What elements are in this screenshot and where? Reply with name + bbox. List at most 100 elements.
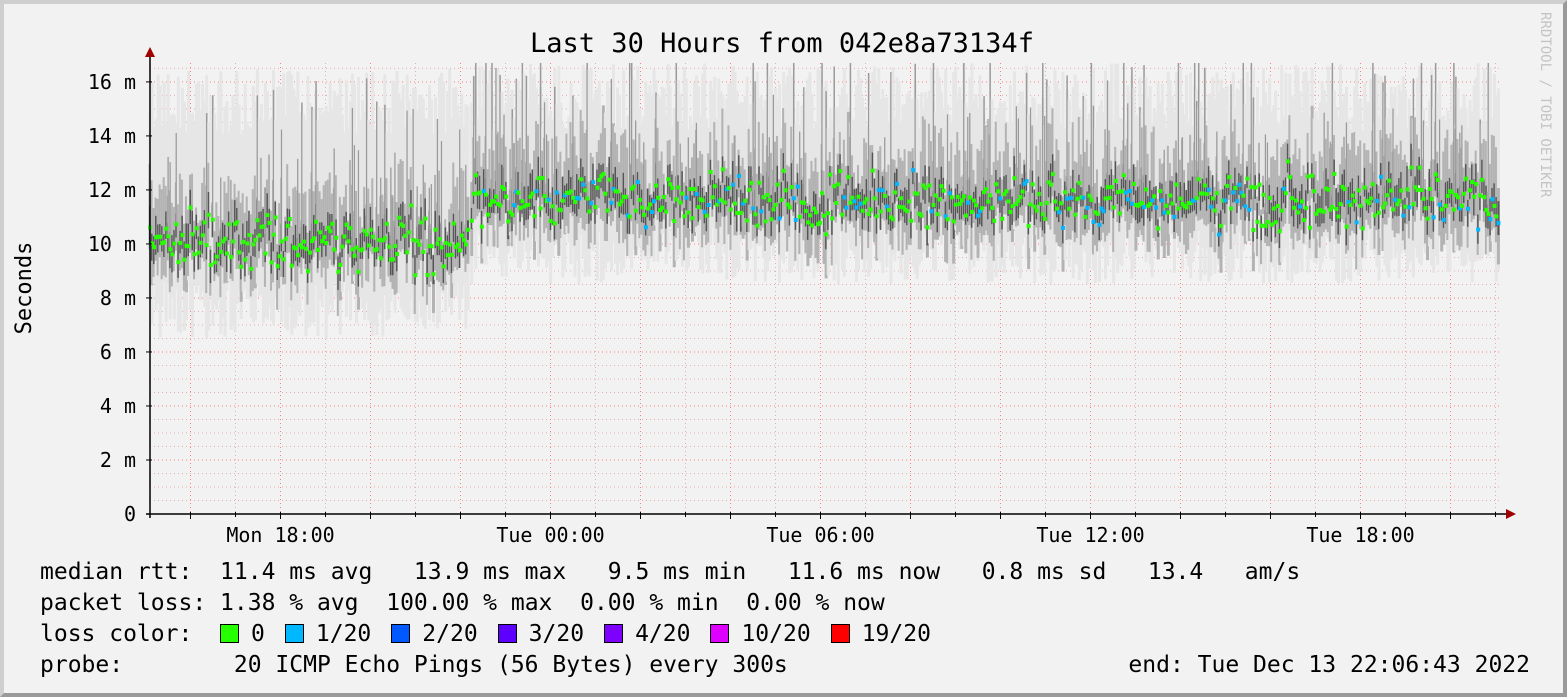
median-point: [925, 225, 930, 230]
loss-color-item-label: 0: [251, 621, 265, 647]
median-point: [943, 214, 948, 219]
median-point: [245, 241, 250, 246]
median-point: [649, 210, 654, 215]
median-point: [929, 209, 934, 214]
median-point: [1223, 198, 1228, 203]
median-point: [846, 175, 851, 180]
median-point: [1012, 176, 1017, 181]
median-point: [1291, 205, 1296, 210]
median-point: [1069, 195, 1074, 200]
median-point: [354, 245, 359, 250]
median-point: [1346, 200, 1351, 205]
median-point: [745, 218, 750, 223]
x-tick-label: Tue 00:00: [496, 523, 604, 547]
loss-color-item-label: 19/20: [861, 621, 931, 647]
median-point: [799, 200, 804, 205]
median-point: [441, 264, 446, 269]
median-point: [439, 245, 444, 250]
loss-color-swatch: [710, 624, 730, 643]
median-point: [1061, 225, 1066, 230]
median-point: [222, 236, 227, 241]
median-point: [771, 207, 776, 212]
median-point: [1002, 192, 1007, 197]
median-point: [967, 195, 972, 200]
median-point: [686, 210, 691, 215]
median-point: [1395, 202, 1400, 207]
y-axis-arrow: [145, 47, 155, 57]
median-point: [743, 198, 748, 203]
median-point: [502, 187, 507, 192]
loss-color-swatch: [391, 624, 411, 643]
median-point: [451, 221, 456, 226]
y-tick-label: 6 m: [100, 340, 136, 364]
median-point: [210, 217, 215, 222]
median-point: [364, 232, 369, 237]
median-point: [1206, 187, 1211, 192]
median-point: [990, 205, 995, 210]
median-point: [654, 183, 659, 188]
median-point: [1476, 227, 1481, 232]
median-point: [1415, 187, 1420, 192]
median-point: [437, 236, 442, 241]
median-point: [427, 244, 432, 249]
median-point: [1265, 219, 1270, 224]
median-point: [1445, 193, 1450, 198]
median-point: [587, 209, 592, 214]
median-point: [182, 257, 187, 262]
median-point: [405, 250, 410, 255]
median-point: [283, 236, 288, 241]
median-point: [856, 194, 861, 199]
median-point: [220, 239, 225, 244]
median-point: [704, 213, 709, 218]
median-point: [1255, 219, 1260, 224]
median-point: [407, 230, 412, 235]
median-point: [840, 212, 845, 217]
median-point: [429, 244, 434, 249]
loss-color-swatch: [604, 624, 624, 643]
median-point: [1439, 207, 1444, 212]
median-point: [959, 198, 964, 203]
median-point: [536, 176, 541, 181]
median-rtt-min: 9.5 ms min: [607, 559, 747, 585]
median-point: [1016, 198, 1021, 203]
median-point: [1308, 225, 1313, 230]
median-point: [793, 217, 798, 222]
median-point: [951, 219, 956, 224]
median-point: [1010, 204, 1015, 209]
median-point: [435, 241, 440, 246]
median-point: [1435, 177, 1440, 182]
median-point: [1306, 174, 1311, 179]
probe-text: 20 ICMP Echo Pings (56 Bytes) every 300s: [233, 652, 788, 678]
median-point: [1275, 204, 1280, 209]
median-point: [178, 240, 183, 245]
y-tick-label: 0: [124, 502, 136, 526]
median-point: [585, 196, 590, 201]
median-point: [1101, 209, 1106, 214]
median-point: [1109, 184, 1114, 189]
median-point: [658, 207, 663, 212]
median-point: [498, 203, 503, 208]
median-point: [1182, 203, 1187, 208]
median-point: [1174, 182, 1179, 187]
median-point: [757, 180, 762, 185]
median-point: [1336, 214, 1341, 219]
median-point: [824, 232, 829, 237]
median-point: [844, 205, 849, 210]
median-point: [739, 210, 744, 215]
median-point: [903, 207, 908, 212]
median-point: [583, 188, 588, 193]
loss-color-swatch: [830, 624, 850, 643]
median-point: [820, 191, 825, 196]
median-point: [1156, 226, 1161, 231]
median-point: [1123, 190, 1128, 195]
median-point: [1370, 182, 1375, 187]
median-point: [1245, 176, 1250, 181]
median-point: [684, 195, 689, 200]
median-point: [1158, 189, 1163, 194]
median-point: [1089, 198, 1094, 203]
median-point: [822, 213, 827, 218]
median-point: [318, 230, 323, 235]
median-point: [617, 202, 622, 207]
median-point: [1067, 206, 1072, 211]
median-point: [1269, 222, 1274, 227]
